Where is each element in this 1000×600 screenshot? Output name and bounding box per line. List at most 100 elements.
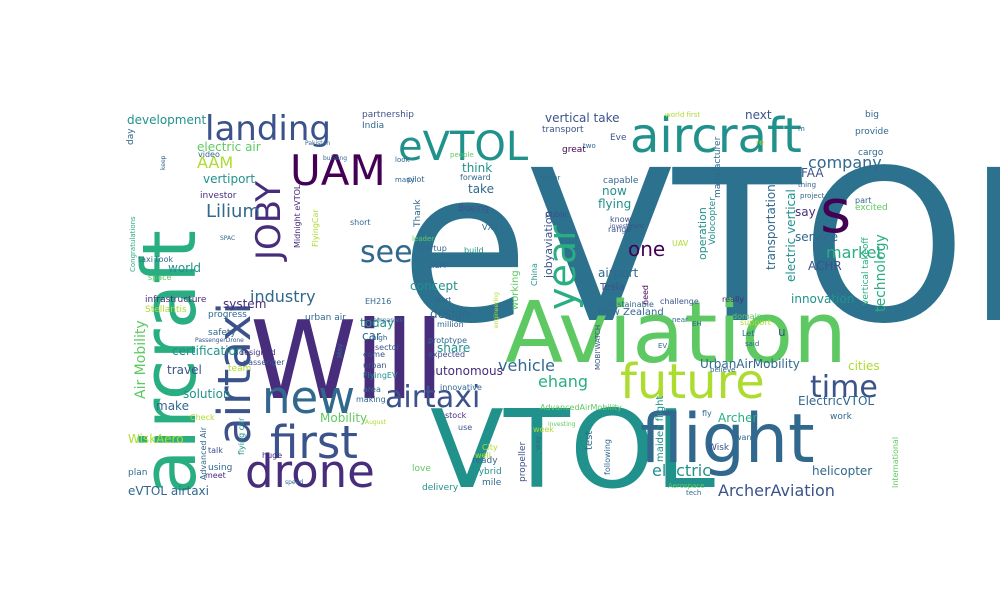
word-m-200: m	[798, 125, 805, 133]
word-range-148: range	[608, 225, 631, 234]
word-vehicle-30: vehicle	[498, 356, 555, 375]
word-system-64: system	[223, 297, 266, 311]
word-jobyaviation-71: jobyaviation	[542, 211, 555, 279]
word-tesla-85: Tesla	[599, 282, 625, 293]
word-area-137: area	[363, 385, 381, 394]
word-work-74: work	[830, 412, 853, 422]
word-eh216-126: EH216	[365, 297, 391, 306]
word-india-89: India	[362, 121, 384, 131]
word-using-109: using	[208, 463, 232, 473]
word-faa-61: FAA	[801, 166, 824, 180]
word-stellantis-101: Stellantis	[145, 305, 187, 315]
word-flight-6: flight	[640, 400, 815, 479]
word-design-53: design	[430, 307, 470, 321]
word-service-49: service	[795, 230, 838, 244]
word-tech-165: tech	[686, 489, 701, 497]
word-propeller-78: propeller	[518, 441, 528, 482]
word-support-157: support	[740, 318, 771, 327]
word-investment-150: investment	[610, 223, 645, 230]
word-electric-vertical-69: electric vertical	[784, 189, 798, 282]
word-aviation-3: Aviation	[505, 284, 847, 383]
word-near-162: near	[672, 316, 688, 324]
word-international-169: International	[891, 437, 900, 488]
word-look-183: look	[395, 156, 411, 164]
word-next-60: next	[745, 108, 772, 122]
word-china-145: China	[530, 263, 539, 286]
word-working-84: working	[510, 270, 521, 310]
word-travel-39: travel	[167, 363, 202, 377]
word-really-155: really	[722, 295, 744, 304]
word-leader-182: leader	[412, 235, 434, 243]
word-vtol-2: VTOL	[430, 388, 715, 513]
word-many-184: many	[395, 176, 415, 184]
word-meet-111: meet	[205, 471, 226, 480]
word-well-142: well	[475, 451, 491, 460]
word-vertical-takeoff-70: vertical takeoff	[861, 237, 871, 305]
word-domain-170: domain	[732, 312, 762, 321]
word-designed-130: designed	[239, 348, 276, 357]
word-market-23: market	[826, 243, 883, 262]
word-airtaxi-19: airtaxi	[385, 380, 480, 415]
word-big-173: big	[865, 110, 879, 120]
word-way-168: way	[534, 436, 542, 450]
word-lilm-127: LILM	[428, 261, 446, 270]
word-road-181: road	[468, 207, 484, 215]
word-stock-139: stock	[445, 411, 467, 420]
word-eve-92: Eve	[610, 133, 627, 143]
word-vertical-take-33: vertical take	[545, 111, 620, 125]
word-year-17: year	[540, 225, 584, 310]
word-safety-102: safety	[208, 328, 236, 338]
word-urban-135: urban	[363, 361, 386, 370]
word-startup-99: startup	[418, 244, 447, 253]
word-great-91: great	[562, 145, 586, 155]
word-ehang-31: ehang	[538, 372, 588, 391]
word-use-140: use	[458, 423, 472, 432]
word-evtol-airtaxi-42: eVTOL airtaxi	[128, 484, 209, 498]
word-transportation-68: transportation	[764, 184, 778, 270]
word-aircraft-5: aircraft	[630, 108, 802, 164]
word-mobi-watch-147: MOBI'WATCH	[594, 325, 602, 370]
word-innovation-47: innovation	[791, 292, 854, 306]
word-make-40: make	[156, 399, 189, 413]
word-public-146: public	[545, 210, 569, 219]
word-lilium-27: Lilium	[206, 201, 260, 222]
word-people-186: people	[450, 151, 474, 159]
word-test-77: test	[584, 431, 595, 450]
word-august-187: August	[365, 419, 387, 426]
word-world-63: world	[168, 261, 201, 275]
word-new-11: new	[262, 371, 355, 424]
word-speed-199: speed	[285, 479, 303, 486]
word-first-9: first	[270, 416, 358, 469]
word-ready-83: ready	[472, 456, 498, 466]
word-pakistan-188: Pakistan	[305, 140, 330, 147]
word-operation-72: operation	[696, 207, 709, 260]
word-landing-16: landing	[205, 109, 331, 149]
word-mobility-67: Mobility	[320, 411, 367, 425]
word-provide-172: provide	[855, 127, 889, 137]
word-part-176: part	[855, 196, 871, 205]
word-fly-163: fly	[702, 409, 712, 418]
word-vertiport-34: vertiport	[203, 172, 255, 186]
word-city-141: City	[482, 443, 498, 452]
word-time-18: time	[810, 370, 878, 405]
word-investor-96: investor	[200, 191, 237, 201]
word-ev-161: EV	[658, 342, 667, 350]
word-wisk-75: Wisk	[708, 443, 730, 453]
word-world-first-177: world first	[665, 111, 700, 119]
word-autonomous-51: autonomous	[428, 364, 503, 378]
word-space-115: space	[148, 273, 172, 282]
word-making-138: making	[356, 395, 386, 404]
word-pilot-119: pilot	[407, 175, 425, 184]
word-archer-46: Archer	[718, 411, 757, 425]
word-building-191: building	[323, 155, 347, 162]
word-passenger-131: passenger	[243, 358, 285, 367]
word-concept-54: concept	[410, 279, 458, 293]
word-wiskaero-41: WiskAero	[128, 432, 184, 446]
word-achr-50: ACHR	[808, 259, 842, 273]
word-take-57: take	[468, 182, 494, 196]
word-company-22: company	[808, 153, 882, 172]
word-sustainable-152: sustainable	[608, 300, 654, 309]
word-flyingev-136: FlyingEV	[363, 371, 398, 380]
word-love-82: love	[412, 464, 431, 474]
